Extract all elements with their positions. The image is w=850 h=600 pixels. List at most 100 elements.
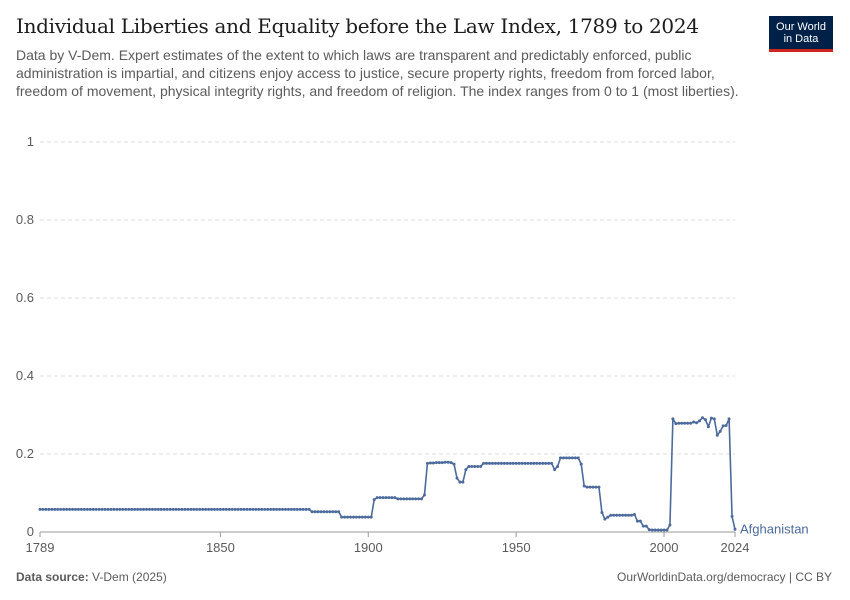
data-point	[189, 507, 193, 511]
data-point	[142, 507, 146, 511]
data-point	[550, 461, 554, 465]
data-point	[434, 461, 438, 465]
data-point	[298, 507, 302, 511]
data-point	[609, 513, 613, 517]
data-point	[278, 507, 282, 511]
data-point	[263, 507, 267, 511]
data-point	[402, 497, 406, 501]
data-point	[653, 528, 657, 532]
x-tick-label: 1950	[502, 540, 531, 555]
data-point	[718, 429, 722, 433]
data-point	[245, 507, 249, 511]
data-point	[686, 421, 690, 425]
data-point	[227, 507, 231, 511]
data-point	[269, 507, 273, 511]
data-point	[384, 496, 388, 500]
data-point	[674, 422, 678, 426]
data-point	[38, 507, 42, 511]
data-point	[665, 528, 669, 532]
data-point	[600, 511, 604, 514]
data-point	[180, 507, 184, 511]
y-tick-label: 0.6	[16, 290, 34, 305]
series-line-afghanistan	[40, 416, 736, 531]
data-point	[144, 507, 148, 511]
data-point	[692, 420, 696, 424]
data-point	[331, 510, 335, 514]
source-value[interactable]: V-Dem (2025)	[92, 570, 167, 584]
y-tick-label: 0.4	[16, 368, 34, 383]
data-point	[136, 507, 140, 511]
data-point	[340, 515, 344, 519]
data-point	[387, 496, 391, 500]
data-point	[201, 507, 205, 511]
data-point	[455, 476, 459, 480]
data-point	[313, 510, 317, 514]
data-point	[73, 507, 77, 511]
data-point	[88, 507, 92, 511]
data-point	[505, 461, 509, 465]
data-point	[106, 507, 110, 511]
data-point	[405, 497, 409, 501]
data-point	[325, 510, 329, 514]
data-point	[479, 464, 483, 468]
data-point	[109, 507, 113, 511]
data-point	[535, 461, 539, 465]
x-tick-label: 2000	[650, 540, 679, 555]
data-point	[485, 461, 489, 465]
data-point	[440, 461, 444, 465]
data-point	[221, 507, 225, 511]
data-point	[538, 461, 542, 465]
data-point	[458, 480, 462, 484]
data-point	[467, 464, 471, 468]
data-point	[168, 507, 172, 511]
data-point	[230, 507, 234, 511]
data-point	[100, 507, 104, 511]
data-point	[233, 507, 237, 511]
data-point	[715, 433, 719, 437]
data-point	[656, 528, 660, 532]
data-point	[334, 510, 338, 514]
data-point	[431, 461, 435, 465]
data-point	[390, 496, 394, 500]
data-point	[183, 507, 187, 511]
data-point	[292, 507, 296, 511]
data-point	[124, 507, 128, 511]
data-point	[700, 416, 704, 420]
data-point	[461, 480, 465, 484]
data-point	[727, 417, 731, 421]
footer-url[interactable]: OurWorldinData.org/democracy | CC BY	[617, 570, 832, 584]
data-point	[425, 461, 429, 465]
data-point	[204, 507, 208, 511]
data-point	[526, 461, 530, 465]
data-point	[662, 528, 666, 532]
data-point	[553, 468, 557, 472]
x-tick-label: 2024	[721, 540, 750, 555]
data-point	[523, 461, 527, 465]
source-label: Data source:	[16, 570, 89, 584]
data-point	[591, 485, 595, 489]
data-point	[236, 507, 240, 511]
data-point	[695, 421, 699, 425]
data-point	[50, 507, 54, 511]
data-point	[570, 456, 574, 460]
data-point	[544, 461, 548, 465]
data-point	[351, 515, 355, 519]
data-point	[147, 507, 151, 511]
data-point	[215, 507, 219, 511]
data-point	[635, 519, 639, 523]
data-point	[381, 496, 385, 500]
owid-logo[interactable]: Our World in Data	[769, 16, 833, 52]
data-point	[408, 497, 412, 501]
data-point	[41, 507, 45, 511]
data-point	[130, 507, 134, 511]
data-point	[559, 456, 563, 460]
data-point	[532, 461, 536, 465]
data-point	[65, 507, 69, 511]
data-point	[218, 507, 222, 511]
data-point	[343, 515, 347, 519]
data-point	[585, 485, 589, 489]
data-point	[452, 462, 456, 466]
data-point	[304, 507, 308, 511]
data-point	[493, 461, 497, 465]
data-point	[375, 496, 379, 500]
